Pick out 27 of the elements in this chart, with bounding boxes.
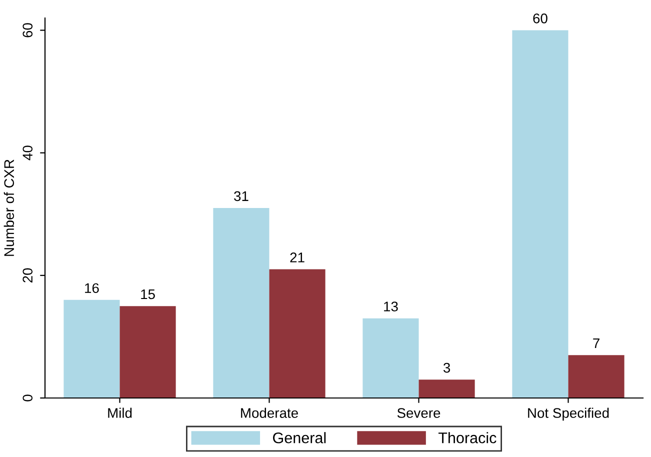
data-label: 16 [85, 283, 99, 294]
x-tick-label: Mild [108, 408, 132, 418]
bar [418, 380, 475, 398]
bar [512, 30, 568, 398]
bar [120, 306, 176, 398]
y-tick-label: 20 [22, 268, 33, 282]
data-label: 60 [533, 14, 548, 24]
data-label: 13 [384, 302, 398, 312]
bar [568, 355, 624, 398]
bar [269, 269, 326, 398]
legend-label: Thoracic [438, 432, 496, 444]
data-label: 21 [290, 252, 304, 262]
y-axis-title: Number of CXR [4, 160, 14, 256]
data-label: 15 [141, 289, 155, 300]
legend-label: General [273, 432, 326, 444]
x-tick-label: Moderate [241, 408, 298, 418]
bar [64, 300, 120, 398]
x-tick-label: Not Specified [528, 408, 609, 421]
data-label: 7 [593, 338, 600, 348]
y-tick-label: 0 [22, 394, 33, 402]
x-tick-label: Severe [397, 408, 440, 418]
data-label: 31 [234, 191, 248, 202]
bar [213, 208, 270, 398]
bar [362, 318, 419, 398]
data-label: 3 [443, 362, 450, 373]
y-tick-label: 40 [22, 146, 33, 160]
y-tick-label: 60 [22, 23, 33, 38]
